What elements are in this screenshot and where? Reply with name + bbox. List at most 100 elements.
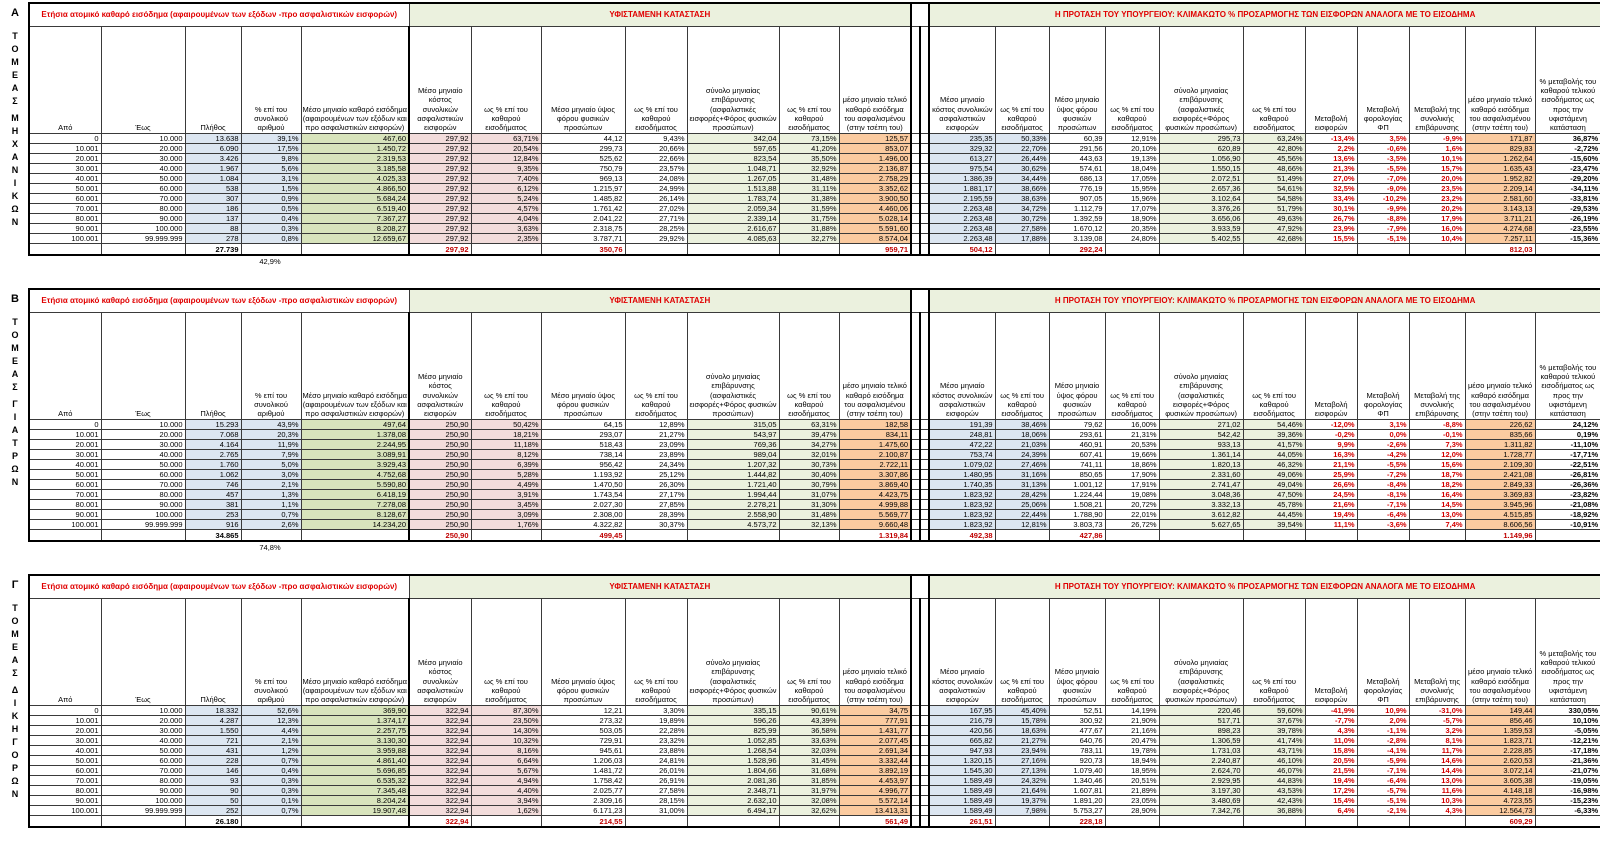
table-cell: 30.000	[100, 725, 186, 736]
table-cell: -12,21%	[1534, 735, 1600, 746]
table-cell: 0,9%	[240, 193, 302, 204]
table-cell: 10,3%	[1408, 795, 1466, 806]
table-cell: 4,3%	[1408, 805, 1466, 816]
table-cell: 2.308,00	[540, 509, 626, 520]
spacer-cell	[910, 805, 922, 816]
table-cell: 853,07	[838, 143, 912, 154]
table-cell: 7.068	[184, 429, 242, 440]
table-cell: 37,67%	[1242, 715, 1306, 726]
table-cell: 2.263,48	[928, 233, 996, 244]
table-cell: 31,13%	[994, 479, 1050, 490]
table-cell: 30,79%	[778, 479, 840, 490]
table-cell: 1.994,44	[686, 489, 780, 500]
spacer-cell	[919, 735, 931, 746]
table-cell: 12,21	[540, 705, 626, 716]
table-cell: 50.000	[100, 173, 186, 184]
total-cell	[28, 529, 102, 542]
table-cell: 1.823,92	[928, 499, 996, 510]
table-cell: 250,90	[408, 469, 472, 480]
column-header: Μέσο μηνιαίο κόστος συνολικών ασφαλιστικ…	[408, 312, 472, 420]
table-cell: 293,61	[1048, 429, 1106, 440]
table-cell: 4,4%	[240, 725, 302, 736]
spacer-cell	[919, 439, 931, 450]
column-header: % επί του συνολικού αριθμού	[240, 312, 302, 420]
table-cell: 4.515,85	[1464, 509, 1536, 520]
total-cell	[1158, 243, 1244, 256]
table-cell: 9,9%	[1304, 439, 1358, 450]
table-cell: -7,9%	[1356, 223, 1410, 234]
total-cell: 27.739	[184, 243, 242, 256]
table-cell: 20,66%	[624, 143, 688, 154]
income-bracket-row: 0 10.000 13.638 39,1% 467,60 297,92 63,71% 44,1…	[28, 133, 1600, 144]
table-cell: 10.001	[28, 143, 102, 154]
data-table: Ετήσια ατομικό καθαρό εισόδημα (αφαιρουμ…	[28, 288, 1600, 542]
table-cell: 79,62	[1048, 419, 1106, 430]
spacer-cell	[910, 193, 922, 204]
spacer-cell	[919, 163, 931, 174]
table-cell: 90.001	[28, 223, 102, 234]
table-cell: 2.072,51	[1158, 173, 1244, 184]
total-cell: 499,45	[540, 529, 626, 542]
table-cell: 5.696,85	[300, 765, 410, 776]
table-cell: 34,44%	[994, 173, 1050, 184]
total-cell	[1356, 529, 1410, 542]
spacer-cell	[910, 705, 922, 716]
table-cell: 7,98%	[994, 805, 1050, 816]
total-cell	[100, 243, 186, 256]
total-cell	[1356, 243, 1410, 256]
spacer	[910, 574, 931, 599]
income-bracket-row: 60.001 70.000 146 0,4% 5.696,85 322,94 5,67% 1.…	[28, 765, 1600, 776]
table-cell: 30,37%	[624, 519, 688, 530]
table-cell: 252	[184, 805, 242, 816]
table-cell: 2.041,22	[540, 213, 626, 224]
table-cell: -26,81%	[1534, 469, 1600, 480]
table-cell: 100.001	[28, 519, 102, 530]
table-cell: 1.760	[184, 459, 242, 470]
income-group-header: Ετήσια ατομικό καθαρό εισόδημα (αφαιρουμ…	[28, 288, 410, 313]
table-cell: 48,66%	[1242, 163, 1306, 174]
spacer-cell	[919, 775, 931, 786]
table-cell: 32,92%	[778, 163, 840, 174]
column-header: σύνολο μηνιαίας επιβάρυνσης (ασφαλιστικέ…	[1158, 312, 1244, 420]
income-bracket-row: 40.001 50.000 1.084 3,1% 4.025,33 297,92 7,40%…	[28, 173, 1600, 184]
table-cell: 1.952,82	[1464, 173, 1536, 184]
table-cell: 746	[184, 479, 242, 490]
table-cell: 70.000	[100, 193, 186, 204]
table-cell: 2.581,60	[1464, 193, 1536, 204]
table-cell: 52,6%	[240, 705, 302, 716]
column-header-row: Από Έως Πλήθος% επί του συνολικού αριθμού Μ…	[28, 312, 1600, 420]
table-cell: 27,02%	[624, 203, 688, 214]
column-header: μέσο μηνιαίο τελικό καθαρό εισόδημα του …	[1464, 26, 1536, 134]
spacer-cell	[910, 815, 922, 828]
table-cell: -9,9%	[1356, 203, 1410, 214]
table-cell: 50,33%	[994, 133, 1050, 144]
table-cell: 518,43	[540, 439, 626, 450]
spacer-cell	[919, 26, 931, 134]
total-cell	[1408, 243, 1466, 256]
total-cell	[1304, 529, 1358, 542]
table-cell: 250,90	[408, 479, 472, 490]
table-cell: 2.849,33	[1464, 479, 1536, 490]
table-cell: 99.999.999	[100, 233, 186, 244]
column-header: ως % επί του καθαρού εισοδήματος	[470, 26, 542, 134]
table-cell: 3,0%	[240, 469, 302, 480]
table-cell: 46,07%	[1242, 765, 1306, 776]
table-cell: 1.431,77	[838, 725, 912, 736]
table-cell: 27,46%	[994, 459, 1050, 470]
column-header: Μέσο μηνιαίο κόστος συνολικών ασφαλιστικ…	[408, 598, 472, 706]
table-cell: 32,62%	[778, 805, 840, 816]
table-cell: 1,62%	[470, 805, 542, 816]
table-cell: 3.803,73	[1048, 519, 1106, 530]
table-cell: 7,9%	[240, 449, 302, 460]
total-cell	[624, 815, 688, 828]
table-cell: 28,25%	[624, 223, 688, 234]
total-cell	[1408, 529, 1466, 542]
table-cell: 467,60	[300, 133, 410, 144]
table-cell: 146	[184, 765, 242, 776]
income-bracket-row: 50.001 60.000 228 0,7% 4.861,40 322,94 6,64% 1.…	[28, 755, 1600, 766]
table-cell: 31,88%	[778, 223, 840, 234]
table-cell: 989,04	[686, 449, 780, 460]
table-cell: 3,5%	[1356, 133, 1410, 144]
